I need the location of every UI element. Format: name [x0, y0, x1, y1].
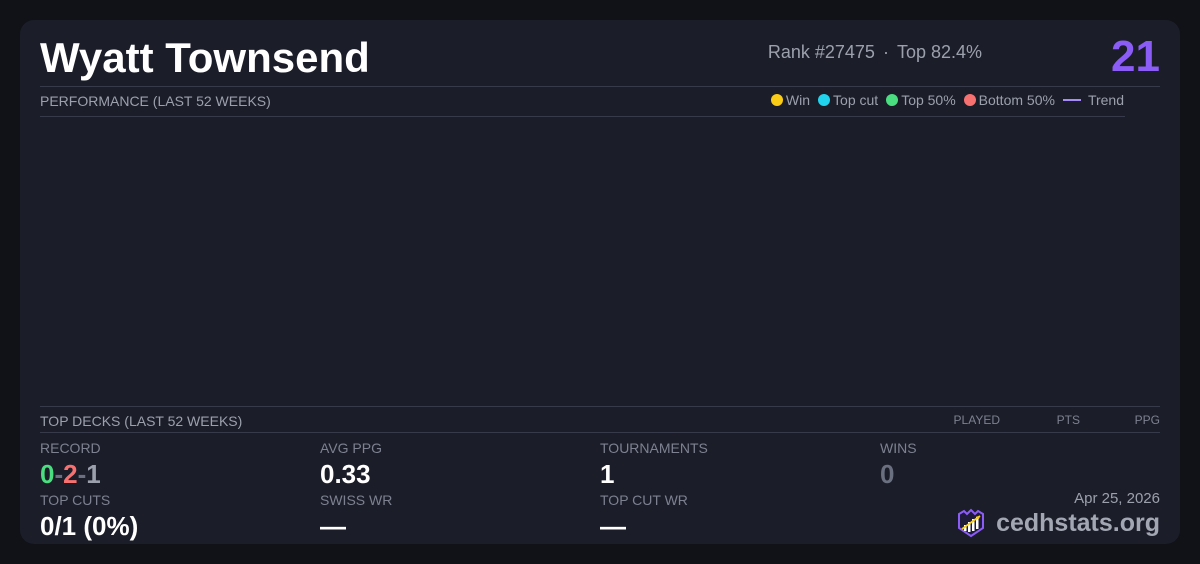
- swiss-wr-value: —: [320, 511, 346, 541]
- date: Apr 25, 2026: [1074, 490, 1160, 507]
- swiss-wr-label: SWISS WR: [320, 492, 393, 508]
- legend-bottom-50: Bottom 50%: [963, 92, 1055, 108]
- top-decks-title: TOP DECKS (LAST 52 WEEKS): [40, 413, 243, 429]
- tournaments-label: TOURNAMENTS: [600, 440, 708, 456]
- performance-chart-area: [40, 117, 1125, 405]
- top-cut-wr-value: —: [600, 511, 626, 541]
- tournaments-value: 1: [600, 459, 615, 489]
- player-card: Wyatt Townsend Rank #27475 · Top 82.4% 21 …: [20, 20, 1180, 544]
- col-played: PLAYED: [953, 413, 1000, 427]
- chart-legend: Win Top cut Top 50% Bottom 50% Trend: [770, 92, 1124, 108]
- legend-trend: Trend: [1062, 92, 1124, 108]
- col-ppg: PPG: [1134, 413, 1160, 427]
- top-cut-dot-icon: [818, 94, 831, 106]
- top-cut-wr-label: TOP CUT WR: [600, 492, 688, 508]
- wins-value: 0: [880, 459, 895, 489]
- divider: [40, 86, 1160, 87]
- legend-top-cut: Top cut: [818, 92, 878, 108]
- record-label: RECORD: [40, 440, 101, 456]
- legend-top-50: Top 50%: [886, 92, 956, 108]
- score: 21: [1111, 32, 1160, 81]
- performance-title: PERFORMANCE (LAST 52 WEEKS): [40, 93, 271, 109]
- legend-win: Win: [770, 92, 810, 108]
- divider: [40, 116, 1125, 117]
- divider: [40, 406, 1160, 407]
- top-percent: Top 82.4%: [896, 42, 982, 62]
- top-50-dot-icon: [886, 94, 899, 106]
- brand: cedhstats.org: [956, 508, 1160, 538]
- rank: Rank #27475: [767, 42, 875, 62]
- avg-ppg-label: AVG PPG: [320, 440, 382, 456]
- player-name: Wyatt Townsend: [40, 34, 370, 81]
- record-value: 0-2-1: [40, 459, 101, 489]
- win-dot-icon: [770, 94, 783, 106]
- bottom-50-dot-icon: [963, 94, 976, 106]
- wins-label: WINS: [880, 440, 917, 456]
- avg-ppg-value: 0.33: [320, 459, 371, 489]
- top-decks-columns: PLAYED PTS PPG: [940, 413, 1160, 427]
- rank-info: Rank #27475 · Top 82.4%: [767, 42, 982, 62]
- divider: [40, 432, 1160, 433]
- top-cuts-label: TOP CUTS: [40, 492, 111, 508]
- trend-line-icon: [1062, 99, 1081, 101]
- cedhstats-logo-icon: [958, 508, 985, 538]
- col-pts: PTS: [1056, 413, 1080, 427]
- top-cuts-value: 0/1 (0%): [40, 511, 139, 541]
